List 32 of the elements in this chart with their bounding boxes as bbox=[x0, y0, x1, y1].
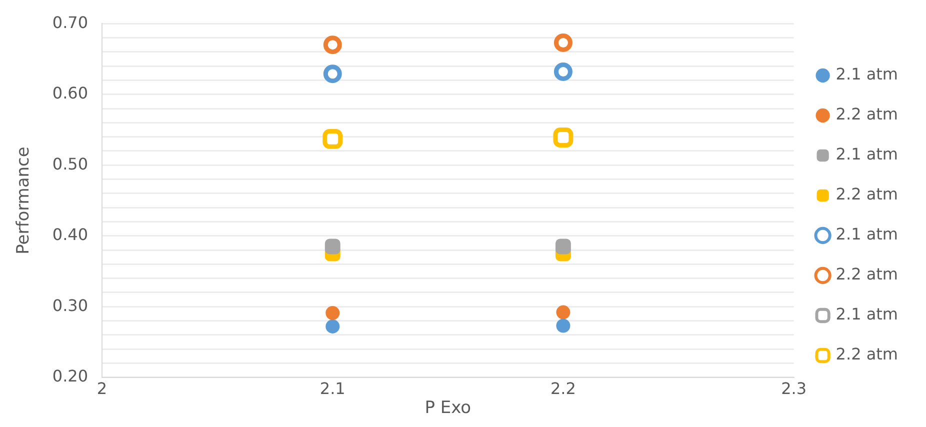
point bbox=[322, 128, 343, 149]
point bbox=[324, 238, 340, 254]
legend-label: 2.1 atm bbox=[836, 304, 898, 324]
point bbox=[323, 36, 342, 54]
legend-label: 2.1 atm bbox=[836, 144, 898, 164]
point bbox=[554, 33, 572, 52]
point bbox=[556, 305, 570, 320]
point bbox=[326, 306, 340, 320]
point bbox=[554, 62, 572, 81]
legend-label: 2.1 atm bbox=[836, 64, 898, 84]
x-tick-label: 2.1 bbox=[320, 379, 346, 398]
legend-label: 2.1 atm bbox=[836, 224, 898, 244]
y-tick-label: 0.40 bbox=[52, 225, 88, 244]
legend-label: 2.2 atm bbox=[836, 264, 898, 284]
y-tick-label: 0.30 bbox=[52, 296, 88, 315]
y-tick-label: 0.70 bbox=[52, 12, 88, 32]
point bbox=[553, 128, 574, 148]
x-tick-label: 2.2 bbox=[550, 379, 576, 398]
legend-label: 2.2 atm bbox=[836, 344, 898, 364]
legend-label: 2.2 atm bbox=[836, 104, 898, 124]
point bbox=[556, 318, 570, 333]
y-tick-label: 0.60 bbox=[52, 84, 88, 103]
y-axis-title: Performance bbox=[14, 146, 34, 254]
y-tick-label: 0.50 bbox=[52, 154, 88, 174]
x-tick-label: 2 bbox=[96, 379, 108, 398]
legend-label: 2.2 atm bbox=[836, 184, 898, 204]
x-axis-title: P Exo bbox=[424, 398, 472, 418]
point bbox=[326, 319, 340, 334]
point bbox=[555, 238, 571, 254]
point bbox=[323, 64, 342, 84]
x-tick-label: 2.3 bbox=[781, 379, 807, 398]
y-tick-label: 0.20 bbox=[52, 366, 88, 386]
